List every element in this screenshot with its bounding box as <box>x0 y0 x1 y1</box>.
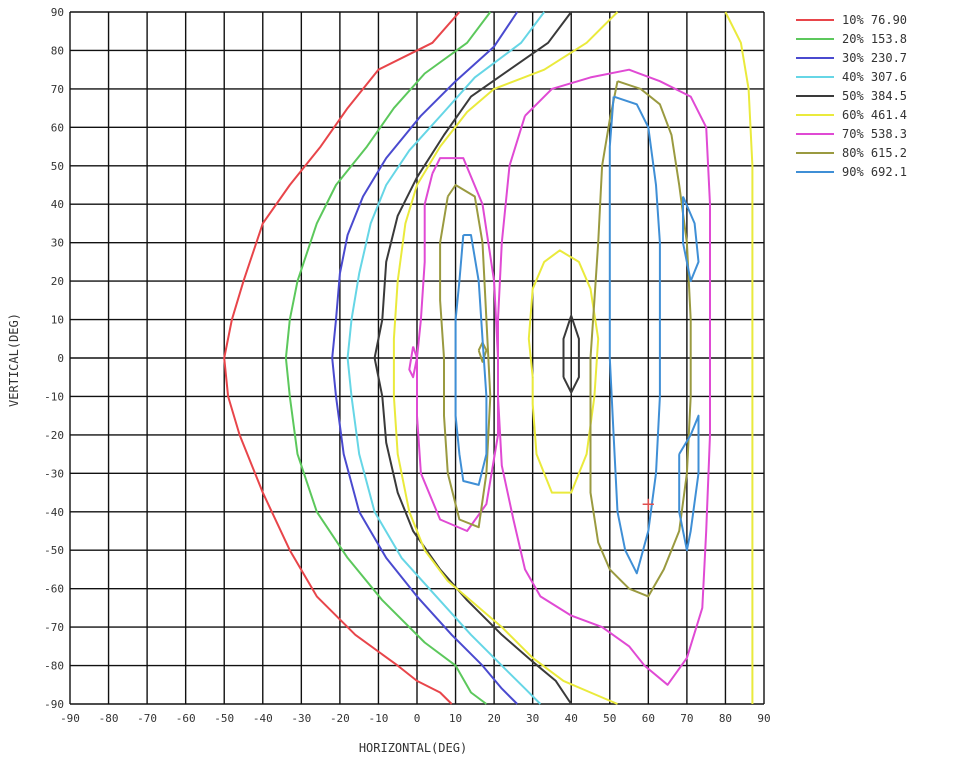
legend-item: 10% 76.90 <box>796 10 954 29</box>
legend-item: 30% 230.7 <box>796 48 954 67</box>
contour-line-50pct <box>373 11 573 705</box>
y-tick-label: 40 <box>51 198 64 211</box>
contour-lines <box>223 11 754 705</box>
legend-item: 50% 384.5 <box>796 86 954 105</box>
x-tick-label: 80 <box>719 712 732 725</box>
y-axis-label: VERTICAL(DEG) <box>7 313 21 407</box>
contour-line-70pct <box>408 346 418 379</box>
legend-label: 70% 538.3 <box>842 126 908 141</box>
legend-label: 90% 692.1 <box>842 164 908 179</box>
x-axis-label: HORIZONTAL(DEG) <box>359 741 467 755</box>
legend-item: 80% 615.2 <box>796 143 954 162</box>
chart-grid <box>69 11 765 705</box>
contour-line-60pct <box>527 249 600 494</box>
x-tick-label: 0 <box>414 712 421 725</box>
x-tick-label: 70 <box>680 712 693 725</box>
legend-swatch <box>796 18 834 21</box>
x-tick-label: 30 <box>526 712 539 725</box>
legend-item: 40% 307.6 <box>796 67 954 86</box>
contour-line-60pct <box>724 11 754 704</box>
legend-label: 50% 384.5 <box>842 88 908 103</box>
y-tick-label: -50 <box>44 544 64 557</box>
x-tick-label: -10 <box>369 712 389 725</box>
chart-legend: 10% 76.90 20% 153.8 30% 230.7 40% 307.6 50% … <box>796 10 954 181</box>
legend-label: 20% 153.8 <box>842 31 908 46</box>
legend-swatch <box>796 56 834 59</box>
x-tick-label: -40 <box>253 712 273 725</box>
legend-swatch <box>796 113 834 116</box>
legend-swatch <box>796 170 834 173</box>
legend-label: 80% 615.2 <box>842 145 908 160</box>
y-tick-label: 50 <box>51 160 64 173</box>
x-tick-label: -30 <box>291 712 311 725</box>
legend-swatch <box>796 37 834 40</box>
legend-label: 60% 461.4 <box>842 107 908 122</box>
contour-line-20pct <box>284 11 492 705</box>
legend-item: 20% 153.8 <box>796 29 954 48</box>
x-axis-ticks: -90 -80 -70 -60 -50 -40 -30 -20 -10 0 10 20 30 40 50 60… <box>60 712 771 725</box>
legend-label: 30% 230.7 <box>842 50 908 65</box>
contour-line-70pct <box>497 68 711 686</box>
y-tick-label: -60 <box>44 583 64 596</box>
y-tick-label: 80 <box>51 44 64 57</box>
y-tick-label: -80 <box>44 660 64 673</box>
y-tick-label: -30 <box>44 467 64 480</box>
x-tick-label: 40 <box>565 712 578 725</box>
contour-line-60pct <box>392 11 619 705</box>
y-axis-ticks: -90 -80 -70 -60 -50 -40 -30 -20 -10 0 10 20 30 40 50 60… <box>44 6 64 711</box>
legend-label: 10% 76.90 <box>842 12 908 27</box>
contour-line-70pct <box>416 157 499 532</box>
legend-item: 60% 461.4 <box>796 105 954 124</box>
x-tick-label: -70 <box>137 712 157 725</box>
y-tick-label: 70 <box>51 83 64 96</box>
x-tick-label: -60 <box>176 712 196 725</box>
contour-line-40pct <box>346 11 545 705</box>
legend-swatch <box>796 151 834 154</box>
crosshair-marker: + <box>641 494 656 515</box>
y-tick-label: -40 <box>44 506 64 519</box>
y-tick-label: -10 <box>44 390 64 403</box>
contour-line-10pct <box>223 11 461 705</box>
legend-item: 90% 692.1 <box>796 162 954 181</box>
contour-line-50pct <box>562 314 580 394</box>
y-tick-label: 60 <box>51 121 64 134</box>
contour-line-80pct <box>477 341 488 363</box>
legend-item: 70% 538.3 <box>796 124 954 143</box>
y-tick-label: -70 <box>44 621 64 634</box>
x-tick-label: -80 <box>99 712 119 725</box>
contour-line-90pct <box>608 95 661 575</box>
y-tick-label: 30 <box>51 237 64 250</box>
legend-swatch <box>796 132 834 135</box>
x-tick-label: 20 <box>487 712 500 725</box>
y-tick-label: 90 <box>51 6 64 19</box>
contour-line-80pct <box>439 184 492 529</box>
x-tick-label: 50 <box>603 712 616 725</box>
y-tick-label: 0 <box>57 352 64 365</box>
contour-line-90pct <box>454 234 488 486</box>
y-tick-label: 10 <box>51 314 64 327</box>
x-tick-label: -50 <box>214 712 234 725</box>
contour-line-30pct <box>331 11 519 705</box>
contour-line-80pct <box>589 80 692 598</box>
chart-markers: + <box>641 494 656 515</box>
x-tick-label: 90 <box>757 712 770 725</box>
legend-label: 40% 307.6 <box>842 69 908 84</box>
contour-line-90pct <box>678 414 700 552</box>
legend-swatch <box>796 94 834 97</box>
y-tick-label: -90 <box>44 698 64 711</box>
x-tick-label: 60 <box>642 712 655 725</box>
x-tick-label: -20 <box>330 712 350 725</box>
legend-swatch <box>796 75 834 78</box>
x-tick-label: 10 <box>449 712 462 725</box>
contour-line-90pct <box>682 196 700 283</box>
y-tick-label: 20 <box>51 275 64 288</box>
y-tick-label: -20 <box>44 429 64 442</box>
x-tick-label: -90 <box>60 712 80 725</box>
